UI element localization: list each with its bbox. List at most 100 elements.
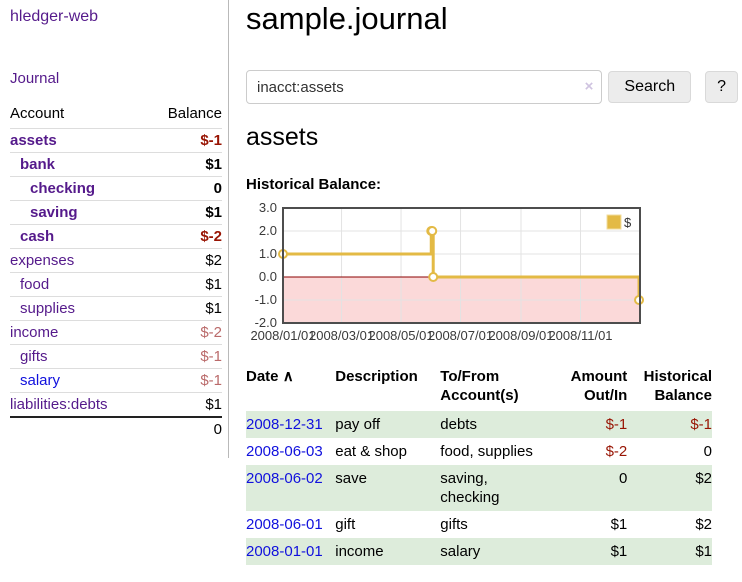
transaction-accounts: salary (440, 543, 481, 560)
plot-border (282, 207, 641, 324)
clear-search-icon[interactable]: × (584, 78, 594, 95)
register-header-accounts: To/From Account(s) (440, 368, 519, 404)
account-row: cash $-2 (10, 224, 222, 249)
transaction-row: 2008-12-31 pay off debts $-1 $-1 (246, 411, 712, 438)
account-balance: $1 (146, 152, 222, 177)
y-tick-label: 3.0 (259, 200, 277, 215)
transaction-accounts: gifts (440, 516, 468, 533)
account-row: supplies $1 (10, 296, 222, 321)
search-input[interactable] (246, 70, 603, 104)
x-tick-label: 2008/03/01 (309, 328, 374, 343)
transaction-amount: $-2 (605, 443, 628, 460)
account-link[interactable]: income (10, 324, 59, 341)
account-link[interactable]: expenses (10, 252, 75, 269)
account-balance: $1 (146, 296, 222, 321)
account-balance: $1 (146, 272, 222, 297)
account-link[interactable]: checking (30, 180, 96, 197)
y-tick-label: -2.0 (255, 315, 277, 330)
accounts-total-value: 0 (146, 416, 222, 441)
page-title: sample.journal (246, 1, 448, 36)
transaction-date-link[interactable]: 2008-06-03 (246, 443, 323, 460)
account-row: expenses $2 (10, 248, 222, 273)
account-row: food $1 (10, 272, 222, 297)
account-cell: saving (10, 200, 147, 225)
transaction-balance: $1 (695, 543, 712, 560)
account-cell: salary (10, 368, 147, 393)
account-balance: $-1 (146, 344, 222, 369)
sidebar-item-journal[interactable]: Journal (10, 70, 60, 87)
transaction-balance: $2 (695, 516, 712, 533)
account-balance: $-1 (146, 128, 222, 153)
account-link[interactable]: liabilities:debts (10, 396, 108, 413)
transaction-date-link[interactable]: 2008-06-01 (246, 516, 323, 533)
register-header-balance: Historical Balance (643, 368, 712, 404)
transaction-date-cell: 2008-12-31 (246, 411, 335, 438)
accounts-total-row: 0 (10, 416, 222, 441)
account-cell: expenses (10, 248, 147, 273)
transaction-description: pay off (335, 416, 381, 433)
transaction-balance: $-1 (690, 416, 712, 433)
transaction-accounts: debts (440, 416, 477, 433)
chart-title: Historical Balance: (246, 176, 382, 193)
x-tick-label: 2008/09/01 (488, 328, 553, 343)
accounts-header-balance: Balance (167, 105, 222, 122)
transaction-row: 2008-06-02 save saving, checking 0 $2 (246, 465, 712, 511)
account-cell: assets (10, 128, 147, 153)
register-header-description: Description (335, 368, 418, 385)
transaction-description: income (335, 543, 384, 560)
account-cell: food (10, 272, 147, 297)
account-row: liabilities:debts $1 (10, 392, 222, 417)
account-link[interactable]: salary (20, 372, 61, 389)
brand-link[interactable]: hledger-web (10, 8, 99, 25)
register-header-row: Date ∧ Description To/From Account(s) Am… (246, 365, 712, 411)
transaction-amount: $1 (610, 543, 628, 560)
account-row: salary $-1 (10, 368, 222, 393)
account-cell: income (10, 320, 147, 345)
accounts-header-account: Account (10, 105, 65, 122)
transaction-row: 2008-06-01 gift gifts $1 $2 (246, 511, 712, 538)
help-button[interactable]: ? (705, 71, 738, 103)
account-cell: supplies (10, 296, 147, 321)
transaction-date-cell: 2008-06-03 (246, 438, 335, 465)
account-balance: $1 (146, 200, 222, 225)
search-button[interactable]: Search (608, 71, 692, 103)
search-box: × (246, 70, 603, 104)
y-tick-label: 1.0 (259, 246, 277, 261)
sidebar: hledger-web Journal Account Balance asse… (0, 0, 229, 458)
account-row: saving $1 (10, 200, 222, 225)
x-tick-label: 2008/05/01 (368, 328, 433, 343)
account-link[interactable]: food (20, 276, 50, 293)
account-link[interactable]: cash (20, 228, 55, 245)
x-tick-label: 2008/11/01 (548, 328, 612, 343)
account-row: income $-2 (10, 320, 222, 345)
register-header-amount: Amount Out/In (570, 368, 628, 404)
transaction-date-link[interactable]: 2008-06-02 (246, 470, 323, 487)
account-balance: $-1 (146, 368, 222, 393)
x-tick-label: 2008/07/01 (428, 328, 493, 343)
account-link[interactable]: assets (10, 132, 57, 149)
x-tick-label: 2008/01/01 (250, 328, 315, 343)
account-balance: $2 (146, 248, 222, 273)
account-link[interactable]: gifts (20, 348, 48, 365)
data-point-marker (428, 272, 439, 282)
account-balance: $-2 (146, 224, 222, 249)
search-form: × Search ? (246, 70, 738, 104)
accounts-table: Account Balance assets $-1 bank $1 checking 0… (10, 101, 222, 441)
account-link[interactable]: bank (20, 156, 56, 173)
account-cell: gifts (10, 344, 147, 369)
transaction-date-cell: 2008-06-01 (246, 511, 335, 538)
account-link[interactable]: supplies (20, 300, 76, 317)
transaction-description: gift (335, 516, 356, 533)
transaction-accounts: food, supplies (440, 443, 533, 460)
transaction-amount: $-1 (605, 416, 628, 433)
account-balance: 0 (146, 176, 222, 201)
transaction-date-link[interactable]: 2008-12-31 (246, 416, 323, 433)
transaction-date-link[interactable]: 2008-01-01 (246, 543, 323, 560)
account-link[interactable]: saving (30, 204, 78, 221)
transaction-row: 2008-06-03 eat & shop food, supplies $-2 0 (246, 438, 712, 465)
historical-balance-chart: 2008/01/012008/03/012008/05/012008/07/01… (250, 200, 645, 343)
register-header-date[interactable]: Date ∧ (246, 368, 294, 385)
data-point-marker (427, 226, 438, 236)
accounts-header-row: Account Balance (10, 101, 222, 129)
